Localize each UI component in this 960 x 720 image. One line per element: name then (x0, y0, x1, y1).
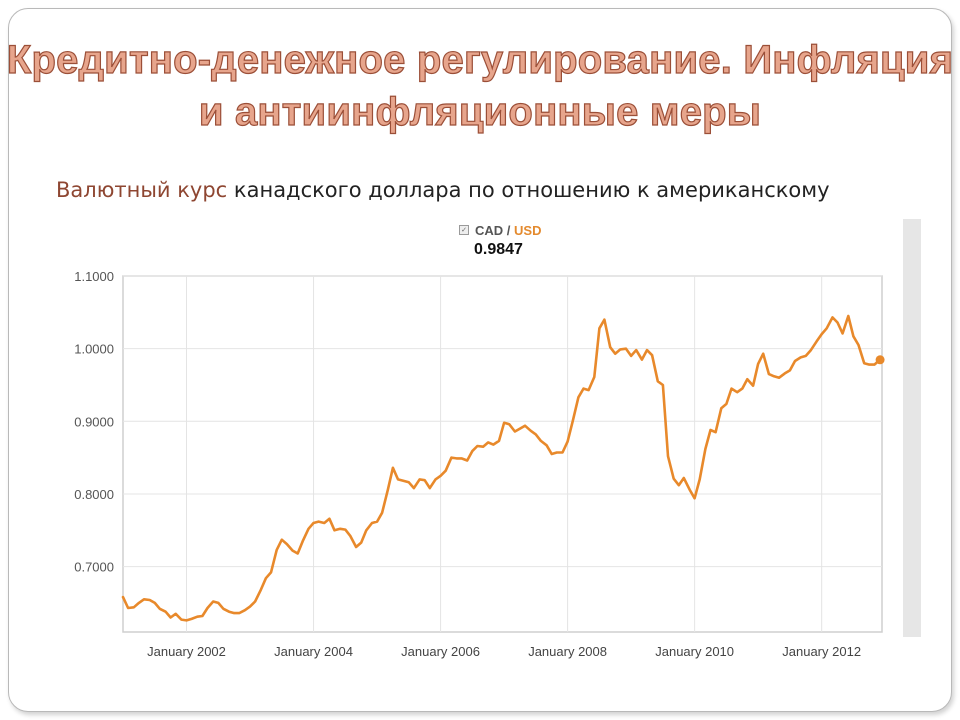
chart-scroll-strip[interactable] (903, 219, 921, 637)
y-tick-label: 1.0000 (74, 342, 114, 357)
y-tick-label: 0.9000 (74, 414, 114, 429)
subtitle-rest: канадского доллара по отношению к америк… (227, 178, 830, 202)
legend-quote-currency: USD (514, 223, 542, 238)
y-tick-label: 0.7000 (74, 560, 114, 575)
series-legend: CAD / USD (475, 223, 541, 238)
y-tick-label: 0.8000 (74, 487, 114, 502)
x-tick-label: January 2012 (782, 644, 861, 659)
x-tick-label: January 2010 (655, 644, 734, 659)
y-tick-label: 1.1000 (74, 269, 114, 284)
x-tick-label: January 2004 (274, 644, 353, 659)
slide-title: Кредитно-денежное регулирование. Инфляци… (0, 34, 960, 138)
series-checkbox-icon[interactable]: ✓ (459, 225, 469, 235)
last-data-point[interactable] (875, 355, 885, 365)
series-line-cad-usd (121, 314, 882, 622)
tick-layer: 0.7000 0.8000 0.9000 1.0000 1.1000 January 20… (74, 269, 861, 659)
slide-title-line-2: и антиинфляционные меры (198, 89, 762, 134)
subtitle-accent: Валютный курс (56, 178, 228, 202)
x-tick-label: January 2008 (528, 644, 607, 659)
slide-title-line-1: Кредитно-денежное регулирование. Инфляци… (6, 37, 954, 82)
legend-separator: / (503, 223, 515, 238)
chart-subtitle: Валютный курс канадского доллара по отно… (56, 178, 830, 202)
legend-base-currency: CAD (475, 223, 504, 238)
x-tick-label: January 2002 (147, 644, 226, 659)
plot-area-frame (122, 275, 883, 633)
x-tick-label: January 2006 (401, 644, 480, 659)
grid-layer (123, 275, 882, 632)
current-rate-value: 0.9847 (474, 241, 523, 258)
